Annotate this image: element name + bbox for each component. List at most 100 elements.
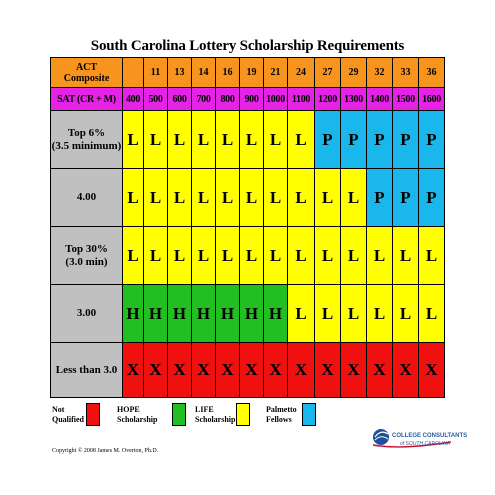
scholarship-cell: L <box>287 110 315 169</box>
globe-logo-icon <box>372 429 452 448</box>
legend-label-line: HOPE <box>117 405 140 414</box>
gpa-row-label: 4.00 <box>50 168 123 227</box>
scholarship-cell: L <box>314 284 341 343</box>
act-value-cell: 33 <box>392 57 419 88</box>
gpa-row-label-line: 4.00 <box>76 191 97 203</box>
scholarship-cell: L <box>239 168 264 227</box>
scholarship-cell: L <box>191 168 216 227</box>
sat-value-cell: 1200 <box>314 87 341 111</box>
scholarship-cell: L <box>392 226 419 285</box>
scholarship-cell: X <box>143 342 168 398</box>
sat-value-cell: 1300 <box>340 87 367 111</box>
gpa-row-label: Top 6% (3.5 minimum) <box>50 110 123 169</box>
sat-value-cell: 1600 <box>418 87 445 111</box>
sat-value-cell: 900 <box>239 87 264 111</box>
act-row: ACT Composite 11 13 14 16 19 21 24 27 29 32 33 36 <box>50 57 445 88</box>
scholarship-cell: L <box>122 110 144 169</box>
legend-label: Palmetto Fellows <box>266 405 297 425</box>
scholarship-cell: L <box>143 110 168 169</box>
legend-label: Not Qualified <box>52 405 84 425</box>
legend-label-line: Scholarship <box>195 415 236 424</box>
sat-value-cell: 1500 <box>392 87 419 111</box>
scholarship-cell: H <box>239 284 264 343</box>
scholarship-cell: L <box>287 226 315 285</box>
scholarship-cell: H <box>263 284 288 343</box>
legend-label-line: Palmetto <box>266 405 297 414</box>
legend-label-line: Scholarship <box>117 415 158 424</box>
sat-value-cell: 800 <box>215 87 240 111</box>
scholarship-cell: H <box>167 284 192 343</box>
sat-value-cell: 700 <box>191 87 216 111</box>
gpa-row: 3.00 H H H H H H H L L L L L L <box>50 284 445 343</box>
act-value-cell: 27 <box>314 57 341 88</box>
scholarship-cell: L <box>418 284 445 343</box>
legend-label: HOPE Scholarship <box>117 405 157 425</box>
scholarship-cell: L <box>167 110 192 169</box>
scholarship-cell: L <box>287 168 315 227</box>
act-value-cell: 21 <box>263 57 288 88</box>
scholarship-cell: P <box>314 110 341 169</box>
scholarship-cell: L <box>366 226 393 285</box>
scholarship-cell: L <box>122 226 144 285</box>
gpa-row-label-line: 3.00 <box>76 307 97 319</box>
act-value-cell: 19 <box>239 57 264 88</box>
scholarship-cell: P <box>418 110 445 169</box>
gpa-row-label: 3.00 <box>50 284 123 343</box>
sat-value-cell: 500 <box>143 87 168 111</box>
legend-swatch <box>236 403 250 426</box>
scholarship-cell: X <box>366 342 393 398</box>
scholarship-cell: X <box>215 342 240 398</box>
gpa-row-label-line: Top 6% <box>67 126 106 139</box>
logo-name: COLLEGE CONSULTANTS <box>392 433 468 439</box>
act-blank-cell <box>122 57 144 88</box>
gpa-row-label-line: Less than 3.0 <box>55 363 118 376</box>
scholarship-cell: L <box>263 168 288 227</box>
act-value-cell: 11 <box>143 57 168 88</box>
scholarship-cell: L <box>340 284 367 343</box>
scholarship-cell: X <box>191 342 216 398</box>
scholarship-cell: L <box>263 226 288 285</box>
gpa-row: Less than 3.0 X X X X X X X X X X X X X <box>50 342 445 398</box>
scholarship-cell: L <box>263 110 288 169</box>
logo-subtitle: of SOUTH CAROLINA <box>400 441 451 447</box>
scholarship-cell: L <box>143 168 168 227</box>
scholarship-cell: X <box>340 342 367 398</box>
act-header-line: Composite <box>63 72 110 84</box>
legend-label-line: Not <box>52 405 65 414</box>
scholarship-cell: H <box>191 284 216 343</box>
scholarship-table: ACT Composite 11 13 14 16 19 21 24 27 29 32 33 36 SAT … <box>50 57 445 398</box>
legend-label-line: Fellows <box>266 415 292 424</box>
scholarship-cell: H <box>143 284 168 343</box>
act-value-cell: 13 <box>167 57 192 88</box>
act-value-cell: 32 <box>366 57 393 88</box>
scholarship-cell: L <box>215 226 240 285</box>
scholarship-cell: P <box>392 168 419 227</box>
act-value-cell: 36 <box>418 57 445 88</box>
gpa-row-label: Top 30% (3.0 min) <box>50 226 123 285</box>
scholarship-cell: L <box>392 284 419 343</box>
act-value-cell: 24 <box>287 57 315 88</box>
scholarship-cell: L <box>239 226 264 285</box>
sat-value-cell: 1400 <box>366 87 393 111</box>
act-value-cell: 14 <box>191 57 216 88</box>
scholarship-cell: X <box>392 342 419 398</box>
gpa-row: 4.00 L L L L L L L L L L P P P <box>50 168 445 227</box>
scholarship-cell: P <box>366 110 393 169</box>
scholarship-cell: L <box>167 226 192 285</box>
scholarship-cell: X <box>122 342 144 398</box>
scholarship-cell: L <box>340 168 367 227</box>
sat-value-cell: 400 <box>122 87 144 111</box>
scholarship-cell: L <box>418 226 445 285</box>
scholarship-cell: L <box>143 226 168 285</box>
legend-swatch <box>172 403 186 426</box>
scholarship-cell: L <box>239 110 264 169</box>
legend-label-line: LIFE <box>195 405 214 414</box>
act-header-line: ACT <box>75 61 98 73</box>
scholarship-cell: X <box>239 342 264 398</box>
gpa-row-label-line: (3.5 minimum) <box>51 139 122 152</box>
scholarship-cell: L <box>366 284 393 343</box>
scholarship-cell: X <box>314 342 341 398</box>
gpa-row-label-line: (3.0 min) <box>65 255 108 268</box>
gpa-row: Top 30% (3.0 min) L L L L L L L L L L L L L <box>50 226 445 285</box>
act-value-cell: 16 <box>215 57 240 88</box>
